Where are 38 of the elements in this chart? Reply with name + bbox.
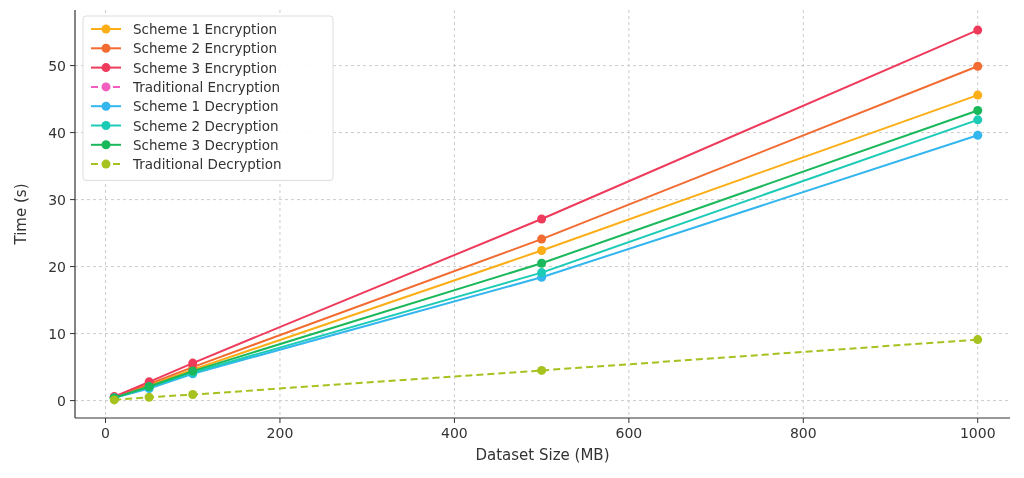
point bbox=[973, 25, 983, 35]
x-tick-label: 0 bbox=[101, 425, 110, 441]
y-tick-label: 10 bbox=[48, 325, 66, 342]
legend-label: Traditional Decryption bbox=[132, 156, 282, 173]
point bbox=[144, 392, 154, 402]
legend-label: Scheme 3 Encryption bbox=[133, 59, 277, 76]
legend-label: Traditional Encryption bbox=[132, 78, 281, 95]
y-tick-label: 30 bbox=[48, 191, 66, 208]
x-tick-label: 800 bbox=[789, 425, 817, 441]
point bbox=[973, 335, 983, 345]
legend-label: Scheme 2 Decryption bbox=[133, 117, 279, 134]
legend-label: Scheme 2 Encryption bbox=[133, 40, 277, 57]
point bbox=[973, 130, 983, 140]
point bbox=[537, 268, 547, 278]
y-axis-title: Time (s) bbox=[12, 183, 30, 246]
legend-label: Scheme 1 Encryption bbox=[133, 21, 277, 37]
point bbox=[973, 115, 983, 125]
y-tick-label: 0 bbox=[57, 392, 66, 409]
legend-label: Scheme 3 Decryption bbox=[133, 136, 279, 153]
x-tick-label: 600 bbox=[615, 425, 643, 441]
point bbox=[537, 365, 547, 375]
y-tick-label: 20 bbox=[48, 258, 66, 275]
point bbox=[188, 390, 198, 400]
y-tick-label: 50 bbox=[48, 57, 66, 74]
point bbox=[973, 61, 983, 71]
point bbox=[973, 90, 983, 100]
y-tick-label: 40 bbox=[48, 124, 66, 141]
x-tick-label: 1000 bbox=[959, 425, 996, 441]
point bbox=[537, 258, 547, 268]
legend-label: Scheme 1 Decryption bbox=[133, 98, 279, 115]
point bbox=[537, 214, 547, 224]
point bbox=[973, 105, 983, 115]
x-axis-title: Dataset Size (MB) bbox=[475, 446, 610, 464]
x-tick-label: 200 bbox=[266, 425, 294, 441]
point bbox=[537, 234, 547, 244]
point bbox=[188, 358, 198, 368]
x-tick-label: 400 bbox=[441, 425, 468, 441]
point bbox=[537, 246, 547, 256]
